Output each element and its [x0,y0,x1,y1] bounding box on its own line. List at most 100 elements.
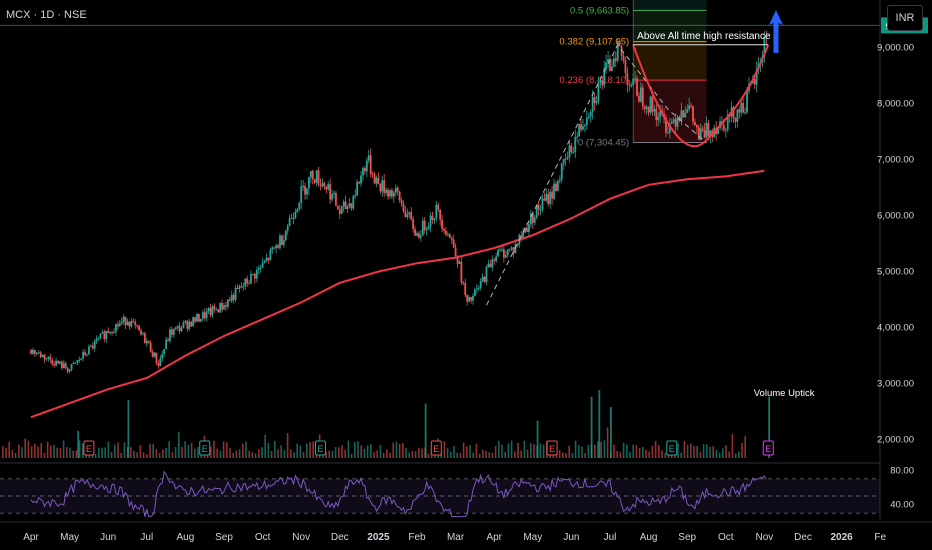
volume-bar [120,452,122,458]
volume-bar [498,440,500,458]
candle [560,163,563,180]
candle [533,217,536,223]
candle [555,183,557,191]
candle [242,286,245,288]
volume-bar [245,441,247,458]
candle [91,345,94,349]
candle [66,368,69,372]
candle [78,359,81,361]
candle [448,234,451,238]
candle [495,256,498,261]
volume-annotation: Volume Uptick [754,388,815,399]
candle [369,155,372,174]
volume-bar [11,450,14,458]
candle [491,259,494,268]
volume-bar [597,441,599,458]
volume-bar [69,447,71,458]
volume-bar [482,449,484,458]
earnings-marker-label: E [86,444,92,454]
candle [616,41,619,61]
candle [176,326,179,328]
fib-level-label: 0.5 (9,663.85) [570,5,629,16]
candle [327,184,330,190]
volume-bar [402,443,404,458]
candle [474,289,476,296]
price-tick-label: 8,000.00 [877,99,914,110]
candle [755,69,758,85]
volume-bar [738,451,740,458]
candle [531,213,534,223]
volume-bar [40,443,42,458]
volume-bar [267,442,270,458]
volume-bar [357,441,359,458]
candle [315,170,318,183]
candle [86,354,88,356]
earnings-marker [546,440,558,456]
candle [124,316,127,326]
volume-bar [664,453,666,458]
price-tick-label: 5,000.00 [877,267,914,278]
volume-bar [24,438,26,458]
volume-bar [395,441,398,458]
volume-bar [219,450,222,458]
rsi-tick-label: 80.00 [890,465,914,476]
candle [628,84,631,86]
candle [277,245,279,248]
candle [736,109,739,122]
candle [638,95,640,102]
candle [223,305,225,310]
candle [410,212,413,220]
volume-bar [174,447,177,458]
volume-bar [741,442,743,458]
candle [541,198,544,210]
candle [340,206,343,214]
candle [639,87,642,102]
volume-bar [162,449,164,458]
candle [107,331,110,334]
currency-button[interactable]: INR [887,5,923,31]
candle [452,239,455,248]
candle [522,232,525,238]
candle [672,119,675,123]
volume-bar [232,452,234,458]
candle [362,168,364,176]
candle [350,203,353,209]
volume-bar [581,446,583,458]
candle [703,130,706,138]
candle [456,255,459,264]
candle [742,103,745,113]
candle [360,175,362,184]
volume-bar [382,452,385,458]
candle [39,352,42,358]
candle [53,364,56,366]
volume-bar [478,453,481,458]
candle [483,276,486,282]
candle [290,217,293,219]
candle [60,361,63,369]
candle [574,137,577,153]
volume-bar [629,451,631,458]
candle [539,209,542,211]
candle [593,97,596,104]
candle [62,363,65,369]
candle [329,184,332,200]
candle [74,362,77,364]
candle [674,119,677,127]
volume-bar [459,452,462,458]
candle [701,128,704,131]
candle [80,358,83,360]
volume-bar [603,440,606,458]
candle [408,212,411,215]
candle [209,308,212,316]
candle [331,193,333,200]
candle [269,249,272,261]
candle [352,196,355,209]
candle [321,183,324,186]
candle [732,107,735,119]
candle [261,262,264,268]
volume-bar [594,444,596,458]
up-arrow-icon [768,10,783,53]
candle [230,294,233,301]
candle [118,323,121,327]
